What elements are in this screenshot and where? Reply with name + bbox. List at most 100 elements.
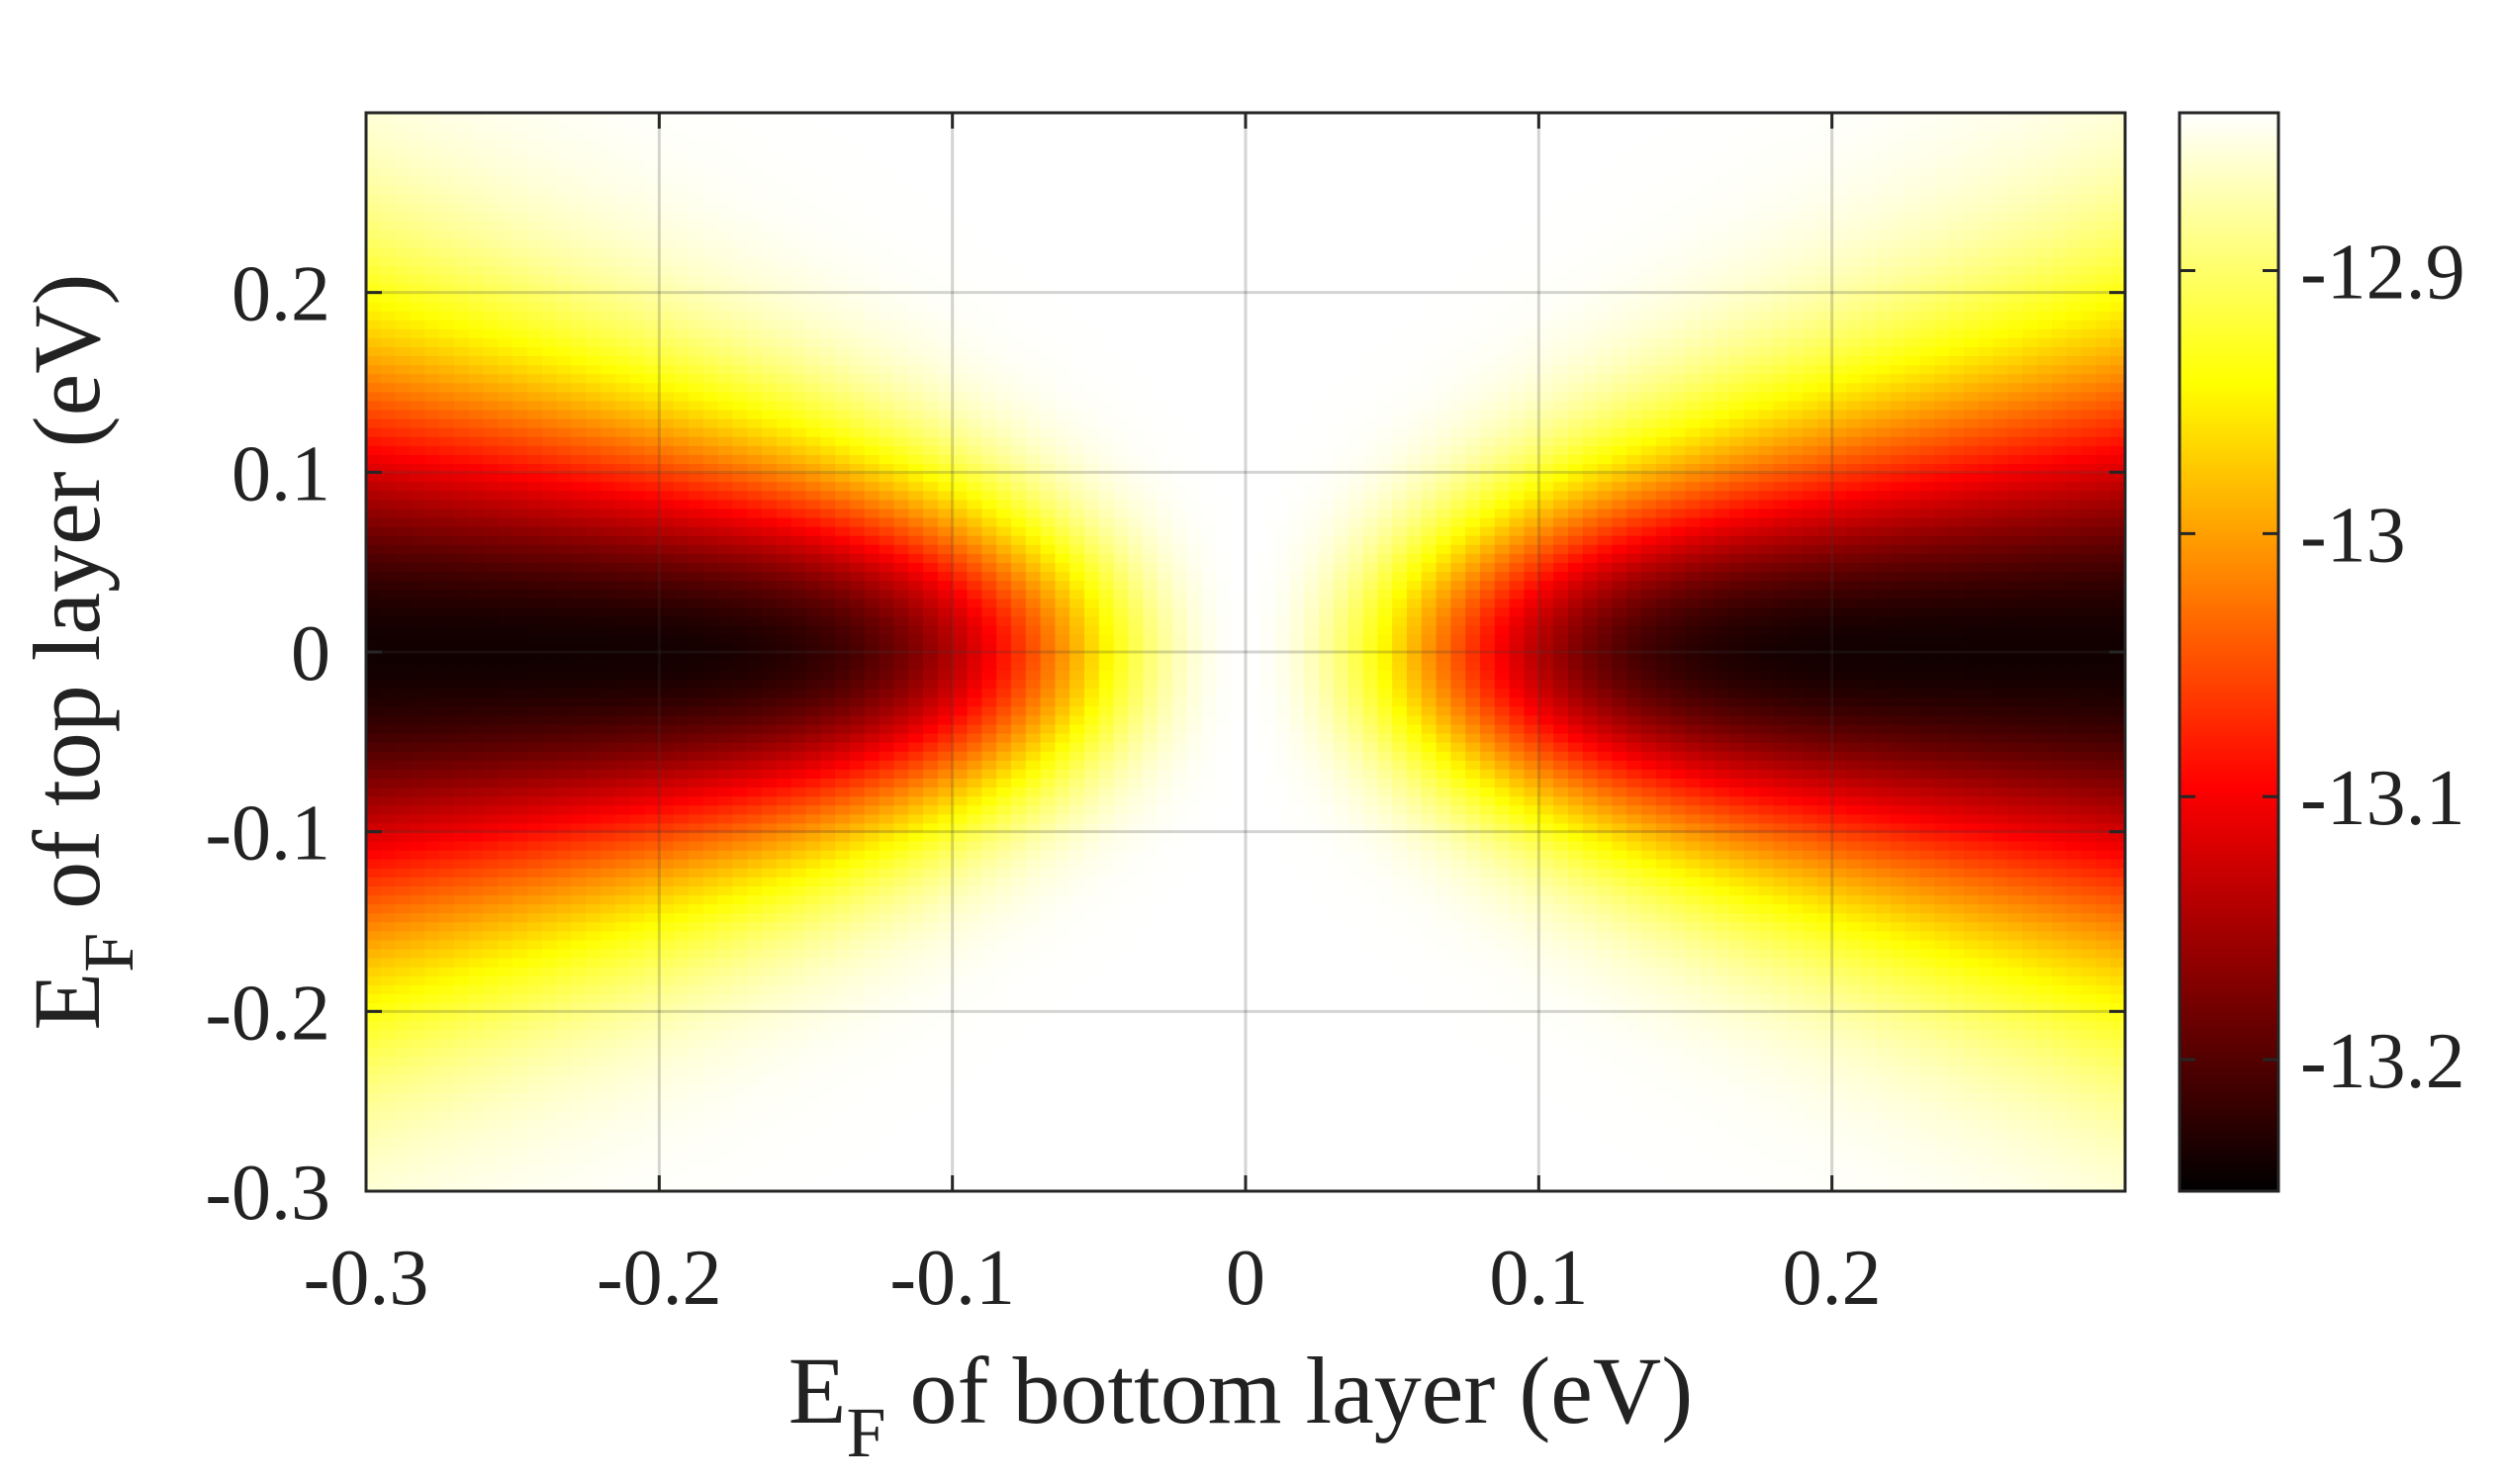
heatmap-cell [674, 157, 690, 168]
heatmap-cell [893, 589, 910, 600]
heatmap-cell [541, 238, 558, 249]
heatmap-cell [835, 804, 851, 815]
heatmap-cell [732, 525, 749, 536]
heatmap-cell [776, 230, 792, 239]
heatmap-cell [644, 553, 661, 563]
heatmap-cell [688, 472, 704, 483]
heatmap-cell [453, 328, 470, 338]
heatmap-cell [395, 202, 412, 213]
heatmap-cell [601, 903, 616, 914]
heatmap-cell [571, 1163, 588, 1174]
heatmap-cell [395, 868, 412, 878]
heatmap-cell [644, 1101, 661, 1112]
heatmap-cell [424, 131, 440, 141]
heatmap-cell [849, 993, 866, 1004]
heatmap-cell [410, 292, 426, 303]
heatmap-cell [879, 1002, 895, 1013]
heatmap-cell [908, 661, 924, 671]
heatmap-cell [805, 1128, 822, 1139]
heatmap-cell [967, 778, 983, 788]
heatmap-cell [835, 238, 851, 249]
heatmap-cell [629, 292, 646, 303]
heatmap-cell [395, 822, 412, 833]
heatmap-cell [702, 741, 719, 752]
heatmap-cell [674, 1137, 690, 1148]
heatmap-cell [483, 562, 500, 573]
heatmap-cell [571, 930, 588, 941]
heatmap-cell [512, 1056, 528, 1067]
heatmap-cell [512, 679, 528, 690]
heatmap-cell [512, 849, 528, 860]
heatmap-cell [424, 534, 440, 545]
heatmap-cell [747, 553, 763, 563]
heatmap-cell [644, 966, 661, 976]
heatmap-cell [395, 939, 412, 950]
heatmap-cell [952, 445, 969, 455]
heatmap-cell [439, 1073, 455, 1084]
heatmap-cell [526, 301, 543, 312]
heatmap-cell [424, 472, 440, 483]
heatmap-cell [380, 795, 397, 806]
heatmap-cell [849, 265, 866, 276]
heatmap-cell [453, 472, 470, 483]
heatmap-cell [526, 778, 543, 788]
heatmap-cell [790, 1155, 807, 1165]
heatmap-cell [629, 1119, 646, 1130]
heatmap-cell [468, 1065, 485, 1075]
heatmap-cell [864, 553, 881, 563]
heatmap-cell [571, 1056, 588, 1067]
heatmap-cell [453, 373, 470, 384]
heatmap-cell [512, 184, 528, 195]
heatmap-cell [659, 122, 675, 132]
heatmap-cell [483, 723, 500, 734]
heatmap-cell [439, 778, 455, 788]
heatmap-cell [424, 993, 440, 1004]
heatmap-cell [967, 1011, 983, 1022]
heatmap-cell [937, 562, 954, 573]
heatmap-cell [732, 553, 749, 563]
heatmap-cell [923, 679, 939, 690]
heatmap-cell [498, 247, 513, 258]
heatmap-cell [512, 1137, 528, 1148]
heatmap-cell [879, 741, 895, 752]
heatmap-cell [644, 984, 661, 994]
heatmap-cell [629, 113, 646, 123]
heatmap-cell [498, 193, 513, 204]
heatmap-cell [732, 822, 749, 833]
heatmap-cell [659, 1047, 675, 1058]
heatmap-cell [923, 615, 939, 626]
heatmap-cell [790, 409, 807, 419]
heatmap-cell [541, 274, 558, 285]
heatmap-cell [571, 373, 588, 384]
heatmap-cell [366, 1083, 382, 1093]
heatmap-cell [923, 589, 939, 600]
heatmap-cell [586, 624, 602, 635]
heatmap-cell [805, 877, 822, 886]
heatmap-cell [849, 903, 866, 914]
heatmap-cell [541, 670, 558, 681]
heatmap-cell [453, 1047, 470, 1058]
heatmap-cell [688, 544, 704, 554]
heatmap-cell [864, 490, 881, 501]
heatmap-cell [483, 966, 500, 976]
heatmap-cell [923, 921, 939, 932]
heatmap-cell [439, 661, 455, 671]
heatmap-cell [805, 409, 822, 419]
heatmap-cell [601, 831, 616, 842]
heatmap-cell [864, 1146, 881, 1157]
heatmap-cell [468, 364, 485, 375]
heatmap-cell [453, 1155, 470, 1165]
heatmap-cell [864, 1155, 881, 1165]
heatmap-cell [893, 131, 910, 141]
heatmap-cell [644, 975, 661, 985]
heatmap-cell [893, 274, 910, 285]
heatmap-cell [952, 598, 969, 608]
heatmap-cell [790, 705, 807, 716]
heatmap-cell [366, 193, 382, 204]
heatmap-cell [541, 714, 558, 725]
heatmap-cell [849, 283, 866, 294]
heatmap-cell [805, 831, 822, 842]
heatmap-cell [864, 975, 881, 985]
heatmap-cell [571, 562, 588, 573]
heatmap-cell [629, 373, 646, 384]
